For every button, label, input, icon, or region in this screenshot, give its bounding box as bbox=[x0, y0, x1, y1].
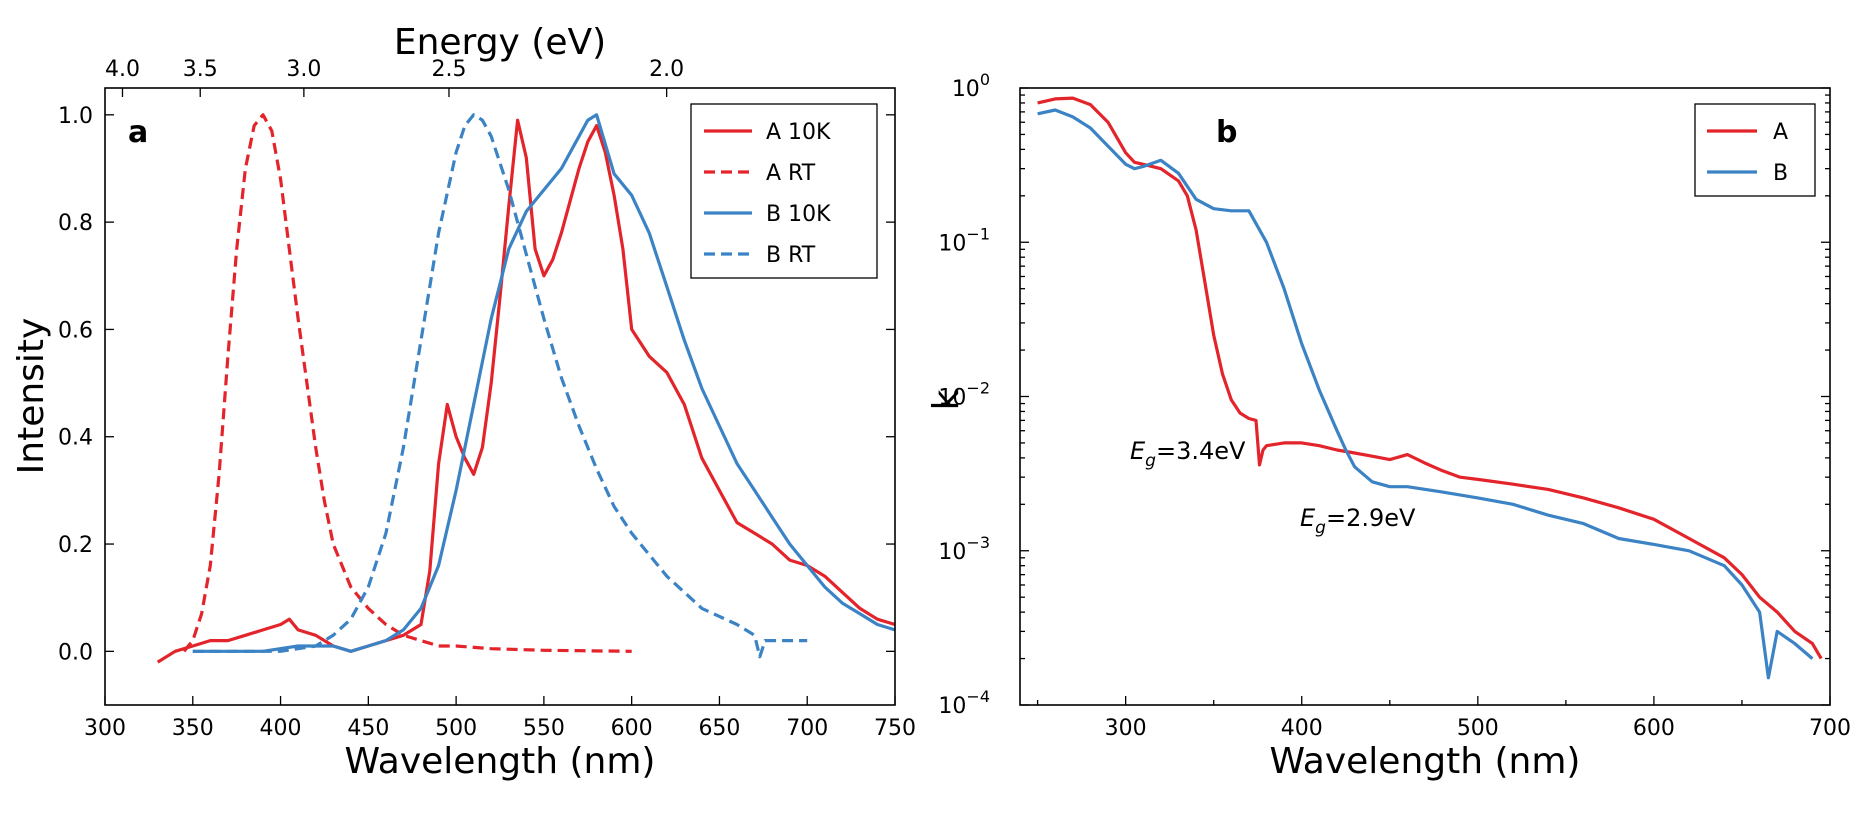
panel-a-legend-box bbox=[690, 103, 878, 279]
panel-b-x-tick-label: 500 bbox=[1457, 716, 1499, 741]
panel-a-y-tick-label: 0.8 bbox=[58, 211, 93, 236]
panel-b-y-axis-label: k bbox=[926, 389, 967, 410]
panel-a-x-axis-label: Wavelength (nm) bbox=[345, 741, 656, 782]
panel-b-y-tick-label: 10−3 bbox=[938, 533, 990, 565]
panel-b-series-layer bbox=[1037, 96, 1823, 680]
panel-a-x-tick-label: 650 bbox=[698, 716, 740, 741]
panel-a-x-tick-label: 350 bbox=[172, 716, 214, 741]
panel-a-y-tick-label: 1.0 bbox=[58, 104, 93, 129]
legend-a-label: A bbox=[1773, 120, 1788, 145]
panel-a-series-a-10k bbox=[156, 118, 896, 664]
panel-a-letter: a bbox=[128, 115, 148, 150]
panel-a-series-b-10k bbox=[192, 113, 896, 653]
panel-b-y-tick-label: 10−4 bbox=[938, 687, 990, 719]
panel-b-letter: b bbox=[1216, 115, 1237, 150]
panel-b-y-tick-label: 10−2 bbox=[938, 379, 990, 411]
panel-a-plot-frame bbox=[104, 87, 896, 706]
panel-a-x-tick-label: 400 bbox=[260, 716, 302, 741]
panel-a-series-a-rt bbox=[182, 113, 632, 653]
panel-b-legend-box bbox=[1694, 103, 1816, 197]
panel-b-series-b bbox=[1037, 108, 1814, 680]
panel-a-top-tick-label: 3.0 bbox=[286, 57, 321, 82]
panel-b-y-tick-label: 10−1 bbox=[938, 224, 990, 256]
legend-b-label: B bbox=[1773, 161, 1788, 186]
legend-b10k-label: B 10K bbox=[766, 202, 831, 227]
panel-a-top-tick-label: 4.0 bbox=[105, 57, 140, 82]
panel-a-x-tick-label: 750 bbox=[874, 716, 916, 741]
eg-b-symbol: E bbox=[1300, 504, 1316, 532]
panel-b-x-tick-label: 600 bbox=[1633, 716, 1675, 741]
panel-b-legend: A B bbox=[1694, 103, 1816, 197]
panel-b-series-a bbox=[1037, 96, 1823, 660]
panel-a-top-tick-label: 3.5 bbox=[183, 57, 218, 82]
panel-a-x-tick-label: 500 bbox=[435, 716, 477, 741]
panel-b-x-axis-label: Wavelength (nm) bbox=[1270, 741, 1581, 782]
panel-a-x-tick-label: 700 bbox=[786, 716, 828, 741]
panel-a-series-layer bbox=[156, 113, 896, 664]
panel-b-eg-b-annotation: Eg=2.9eV bbox=[1300, 504, 1416, 538]
legend-art-label: A RT bbox=[766, 161, 816, 186]
panel-a-y-tick-label: 0.6 bbox=[58, 318, 93, 343]
panel-a-top-axis-label: Energy (eV) bbox=[394, 22, 606, 63]
legend-brt-label: B RT bbox=[766, 243, 816, 268]
panel-b-x-tick-label: 300 bbox=[1105, 716, 1147, 741]
panel-a-y-tick-label: 0.2 bbox=[58, 533, 93, 558]
panel-b-tick-layer: 300 400 500 600 700 10−4 10−3 10−2 10−1 100 bbox=[938, 70, 1851, 741]
panel-a-x-tick-label: 550 bbox=[523, 716, 565, 741]
panel-a-y-tick-label: 0.4 bbox=[58, 426, 93, 451]
panel-b-eg-a-annotation: Eg=3.4eV bbox=[1130, 437, 1246, 471]
panel-a-x-tick-label: 300 bbox=[84, 716, 126, 741]
panel-a-y-axis-label: Intensity bbox=[11, 318, 52, 475]
eg-a-value: =3.4eV bbox=[1156, 437, 1246, 465]
panel-a-x-tick-label: 450 bbox=[347, 716, 389, 741]
panel-a-y-tick-label: 0.0 bbox=[58, 640, 93, 665]
eg-b-subscript: g bbox=[1315, 518, 1326, 538]
eg-b-value: =2.9eV bbox=[1326, 504, 1416, 532]
panel-b-x-tick-label: 400 bbox=[1281, 716, 1323, 741]
panel-a-series-b-rt bbox=[192, 113, 808, 659]
panel-a-tick-layer: 300 350 400 450 500 550 600 650 700 750 0.0 0.2 0.4 0… bbox=[58, 57, 916, 741]
panel-a: 300 350 400 450 500 550 600 650 700 750 0.0 0.2 0.4 0… bbox=[11, 22, 916, 782]
panel-a-x-tick-label: 600 bbox=[611, 716, 653, 741]
panel-b: 300 400 500 600 700 10−4 10−3 10−2 10−1 100 b Wav… bbox=[926, 70, 1851, 782]
legend-a10k-label: A 10K bbox=[766, 120, 831, 145]
eg-a-subscript: g bbox=[1145, 451, 1156, 471]
panel-a-top-tick-label: 2.0 bbox=[649, 57, 684, 82]
panel-b-y-tick-label: 100 bbox=[952, 70, 990, 102]
panel-a-top-tick-label: 2.5 bbox=[431, 57, 466, 82]
eg-a-symbol: E bbox=[1130, 437, 1146, 465]
panel-b-x-tick-label: 700 bbox=[1809, 716, 1851, 741]
panel-a-legend: A 10K A RT B 10K B RT bbox=[690, 103, 878, 279]
